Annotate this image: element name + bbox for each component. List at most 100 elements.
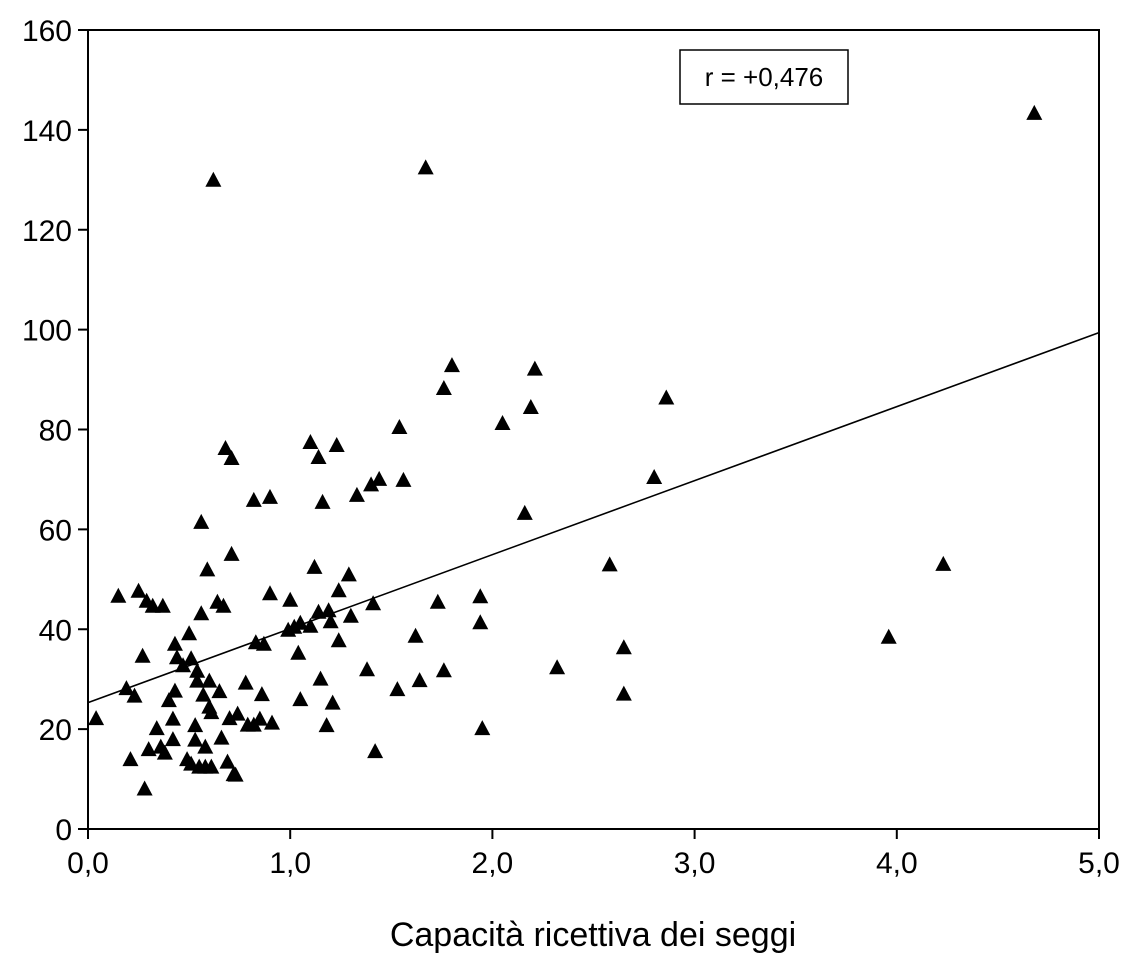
data-point-triangle [494, 415, 511, 431]
annotation-box [679, 49, 849, 105]
data-point-triangle [251, 710, 268, 726]
data-point-triangle [472, 614, 489, 630]
data-point-triangle [166, 682, 183, 698]
y-tick-label: 140 [22, 115, 72, 148]
data-point-triangle [253, 686, 270, 702]
data-point-triangle [435, 380, 452, 396]
data-point-triangle [219, 753, 236, 769]
data-point-triangle [340, 566, 357, 582]
x-axis-title: Capacità ricettiva dei seggi [390, 916, 796, 954]
data-point-triangle [429, 593, 446, 609]
data-point-triangle [365, 595, 382, 611]
data-point-triangle [197, 738, 214, 754]
data-point-triangle [215, 597, 232, 613]
y-tick-label: 100 [22, 315, 72, 348]
data-point-triangle [306, 558, 323, 574]
annotation-text: r = +0,476 [705, 62, 824, 92]
data-point-triangle [522, 399, 539, 415]
data-point-triangle [205, 171, 222, 187]
x-axis: 0,0 1,0 2,0 3,0 4,0 5,0 [67, 829, 1120, 880]
data-point-triangle [516, 504, 533, 520]
data-point-triangle [359, 661, 376, 677]
data-point-triangle [310, 448, 327, 464]
data-point-triangle [229, 705, 246, 721]
data-point-triangle [134, 647, 151, 663]
y-tick-label: 0 [55, 814, 72, 847]
data-point-triangle [201, 672, 218, 688]
data-point-triangle [646, 468, 663, 484]
data-point-triangle [122, 751, 139, 767]
data-point-triangle [282, 591, 299, 607]
data-point-triangle [156, 744, 173, 760]
data-point-triangle [118, 680, 135, 696]
data-point-triangle [148, 720, 165, 736]
data-point-triangle [126, 687, 143, 703]
data-point-triangle [187, 731, 204, 747]
data-point-triangle [144, 597, 161, 613]
data-point-triangle [880, 628, 897, 644]
data-point-triangle [164, 710, 181, 726]
data-point-triangle [136, 780, 153, 796]
data-point-triangle [154, 597, 171, 613]
data-point-triangle [312, 670, 329, 686]
data-point-triangle [389, 681, 406, 697]
x-tick-label: 2,0 [472, 847, 514, 880]
correlation-annotation: r = +0,476 [679, 49, 849, 105]
data-point-triangle [110, 587, 127, 603]
data-point-triangle [330, 582, 347, 598]
data-point-triangle [348, 486, 365, 502]
data-point-triangle [140, 741, 157, 757]
y-tick-label: 160 [22, 15, 72, 48]
data-point-triangle [474, 720, 491, 736]
data-point-triangle [183, 650, 200, 666]
data-points [88, 104, 1043, 796]
data-point-triangle [328, 436, 345, 452]
data-point-triangle [472, 588, 489, 604]
data-point-triangle [193, 605, 210, 621]
data-point-triangle [237, 674, 254, 690]
data-point-triangle [160, 692, 177, 708]
data-point-triangle [213, 729, 230, 745]
data-point-triangle [264, 714, 281, 730]
x-tick-label: 0,0 [67, 847, 109, 880]
data-point-triangle [175, 657, 192, 673]
data-point-triangle [435, 662, 452, 678]
data-point-triangle [290, 644, 307, 660]
data-point-triangle [255, 635, 272, 651]
y-tick-label: 80 [39, 415, 72, 448]
data-point-triangle [371, 470, 388, 486]
data-point-triangle [367, 743, 384, 759]
data-point-triangle [166, 635, 183, 651]
data-point-triangle [193, 513, 210, 529]
data-point-triangle [322, 613, 339, 629]
data-point-triangle [203, 704, 220, 720]
y-axis: 0 20 40 60 80 100 120 140 160 [22, 15, 88, 847]
x-tick-label: 5,0 [1078, 847, 1120, 880]
data-point-triangle [318, 717, 335, 733]
data-point-triangle [227, 766, 244, 782]
data-point-triangle [168, 649, 185, 665]
y-tick-label: 20 [39, 714, 72, 747]
data-point-triangle [615, 639, 632, 655]
y-tick-label: 40 [39, 614, 72, 647]
data-point-triangle [526, 360, 543, 376]
data-point-triangle [245, 491, 262, 507]
data-point-triangle [261, 585, 278, 601]
y-tick-label: 60 [39, 514, 72, 547]
data-point-triangle [302, 617, 319, 633]
data-point-triangle [292, 691, 309, 707]
data-point-triangle [88, 710, 105, 726]
data-point-triangle [199, 561, 216, 577]
data-point-triangle [407, 627, 424, 643]
data-point-triangle [615, 685, 632, 701]
data-point-triangle [292, 614, 309, 630]
data-point-triangle [658, 389, 675, 405]
data-point-triangle [314, 493, 331, 509]
data-point-triangle [261, 488, 278, 504]
data-point-triangle [223, 545, 240, 561]
data-point-triangle [549, 659, 566, 675]
plot-area [87, 29, 1100, 830]
data-point-triangle [221, 710, 238, 726]
data-point-triangle [342, 607, 359, 623]
